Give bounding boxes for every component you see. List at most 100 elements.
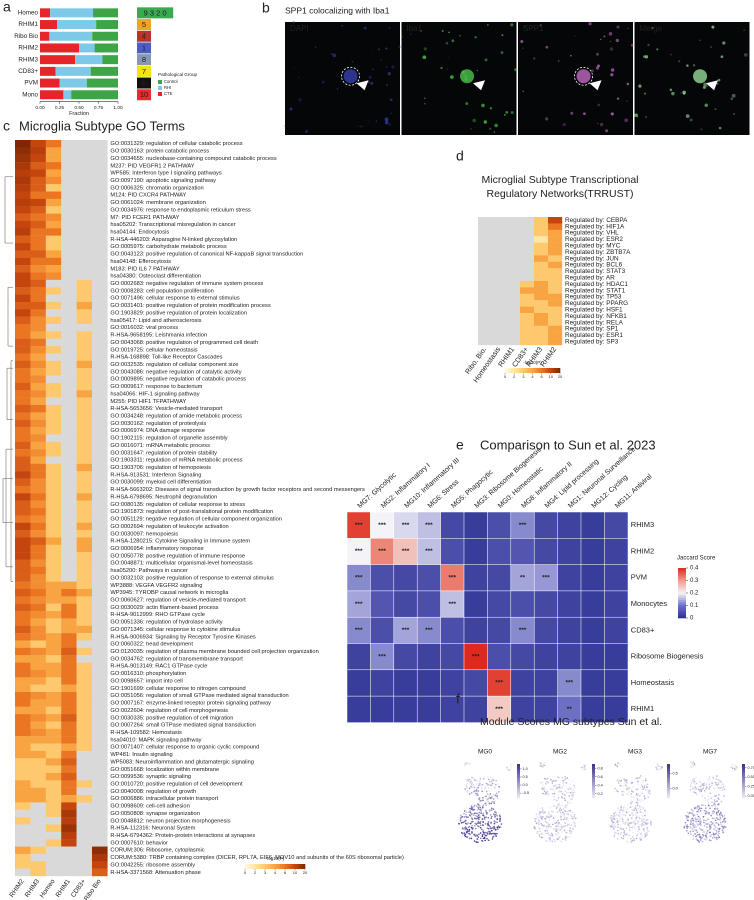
umap-point xyxy=(560,827,563,829)
significance-label: *** xyxy=(472,653,480,660)
speckle xyxy=(292,20,296,24)
umap-point xyxy=(717,783,720,786)
umap-point xyxy=(571,791,573,794)
colorbar xyxy=(742,783,745,786)
legend-swatch xyxy=(158,92,162,96)
legend-gradient xyxy=(678,593,686,595)
umap-point xyxy=(698,805,701,808)
speckle xyxy=(423,102,426,105)
umap-point xyxy=(492,794,495,796)
speckle xyxy=(520,39,524,44)
speckle xyxy=(450,75,454,79)
umap-point xyxy=(546,815,548,817)
heatmap-cell xyxy=(478,249,493,256)
umap-point xyxy=(474,779,476,781)
heatmap-cell xyxy=(76,331,93,339)
umap-point xyxy=(619,813,621,816)
umap-point xyxy=(718,830,720,833)
speckle xyxy=(714,108,717,111)
heatmap-cell xyxy=(76,831,93,840)
significance-label: *** xyxy=(495,680,503,687)
heatmap-cell xyxy=(492,229,507,237)
umap-point xyxy=(492,832,494,835)
umap-point xyxy=(535,822,538,825)
row-label: M7: PID FCER1 PATHWAY xyxy=(110,215,179,221)
legend-label: RHI xyxy=(164,85,171,90)
umap-point xyxy=(699,792,702,795)
heatmap-cell xyxy=(76,728,93,737)
heatmap-cell xyxy=(15,390,31,398)
heatmap-cell xyxy=(30,257,46,266)
row-label: GO:0008283: cell population proliferatio… xyxy=(110,288,213,294)
umap-point xyxy=(495,783,497,786)
bar-segment xyxy=(63,90,72,100)
heatmap-cell xyxy=(487,590,512,618)
umap-point xyxy=(613,815,616,817)
heatmap-cell xyxy=(92,412,108,420)
umap-point xyxy=(573,821,575,824)
umap-point xyxy=(695,818,697,821)
speckle xyxy=(616,25,620,29)
heatmap-cell xyxy=(15,220,31,229)
heatmap-cell xyxy=(30,434,46,442)
colorbar xyxy=(592,774,595,778)
umap-point xyxy=(632,835,634,838)
umap-point xyxy=(713,802,716,805)
heatmap-cell xyxy=(15,714,31,722)
umap-point xyxy=(543,762,545,764)
colorbar xyxy=(742,795,745,799)
heatmap-cell xyxy=(15,721,31,729)
umap-point xyxy=(635,795,638,798)
heatmap-cell xyxy=(76,485,93,494)
legend-gradient xyxy=(678,579,686,582)
heatmap-cell xyxy=(45,235,62,244)
heatmap-cell xyxy=(92,515,108,523)
heatmap-cell xyxy=(15,478,31,487)
heatmap-cell xyxy=(61,640,77,649)
speckle xyxy=(400,35,403,38)
row-label: RHIM3 xyxy=(631,520,654,529)
umap-point xyxy=(550,778,552,781)
heatmap-cell xyxy=(520,281,535,288)
colorbar xyxy=(667,793,670,797)
umap-point xyxy=(613,832,616,834)
heatmap-cell xyxy=(61,552,77,560)
colorbar xyxy=(592,791,595,795)
umap-point xyxy=(542,826,545,829)
heatmap-cell xyxy=(15,868,31,877)
umap-point xyxy=(719,815,721,817)
umap-point xyxy=(483,778,485,780)
umap-point xyxy=(564,794,566,796)
colorbar xyxy=(517,783,520,786)
umap-point xyxy=(545,789,548,792)
heatmap-cell xyxy=(45,537,62,545)
heatmap-cell xyxy=(76,853,93,862)
umap-point xyxy=(633,825,636,828)
umap-point xyxy=(699,836,702,838)
heatmap-cell xyxy=(61,508,77,516)
heatmap-cell xyxy=(506,325,521,333)
heatmap-cell xyxy=(61,758,77,766)
umap-point xyxy=(561,804,564,807)
heatmap-cell xyxy=(548,268,563,275)
umap-point xyxy=(696,807,699,809)
umap-point xyxy=(636,820,638,822)
umap-point xyxy=(567,823,570,826)
umap-point xyxy=(464,828,466,831)
umap-point xyxy=(687,811,689,814)
umap-point xyxy=(626,823,629,826)
legend-gradient xyxy=(678,604,686,607)
umap-point xyxy=(562,814,565,816)
heatmap-cell xyxy=(533,669,559,697)
umap-point xyxy=(716,817,718,819)
heatmap-cell xyxy=(478,242,493,250)
speckle xyxy=(321,80,325,84)
x-tick-label: 0.25 xyxy=(55,105,65,111)
heatmap-cell xyxy=(30,596,46,604)
row-label: GO:0099536: synaptic signaling xyxy=(110,774,191,780)
umap-point xyxy=(690,808,693,811)
bar-segment xyxy=(40,31,50,41)
heatmap-cell xyxy=(15,574,31,582)
umap-point xyxy=(555,807,558,810)
umap-point xyxy=(474,804,476,807)
